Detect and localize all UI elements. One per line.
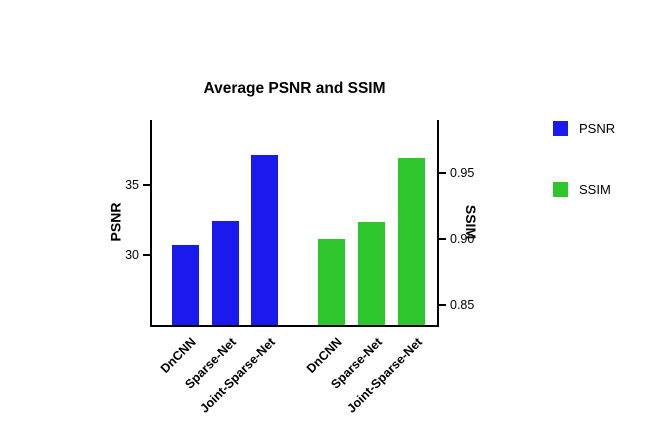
bar-ssim-joint-sparse-net [397,158,425,325]
bar-psnr-joint-sparse-net [250,155,278,325]
right-tick-0.90 [439,238,446,241]
bottom-axis-line [150,325,439,327]
left-tick-label-30: 30 [125,247,139,262]
psnr-color-swatch [553,121,568,136]
x-label-joint-sparse-net: Joint-Sparse-Net [197,335,278,416]
legend-label-psnr: PSNR [579,121,616,136]
bar-psnr-sparse-net [211,221,239,325]
left-axis-line [150,120,152,327]
legend-item-ssim: SSIM [553,182,615,197]
right-tick-label-0.95: 0.95 [450,165,475,180]
ssim-color-swatch [553,182,568,197]
left-tick-35 [143,183,150,186]
right-tick-label-0.90: 0.90 [450,232,475,247]
legend-item-psnr: PSNR [553,121,615,136]
bar-ssim-dncnn [317,239,345,325]
bar-psnr-dncnn [171,244,199,325]
legend-label-ssim: SSIM [579,182,611,197]
x-label-joint-sparse-net: Joint-Sparse-Net [344,335,425,416]
right-tick-0.85 [439,304,446,307]
right-tick-label-0.85: 0.85 [450,298,475,313]
left-tick-30 [143,253,150,256]
right-tick-0.95 [439,171,446,174]
left-tick-label-35: 35 [125,177,139,192]
legend: PSNR SSIM [553,121,615,197]
left-axis-title: PSNR [107,202,124,242]
right-axis-line [437,120,439,327]
bar-ssim-sparse-net [357,221,385,325]
chart-title: Average PSNR and SSIM [203,80,386,97]
